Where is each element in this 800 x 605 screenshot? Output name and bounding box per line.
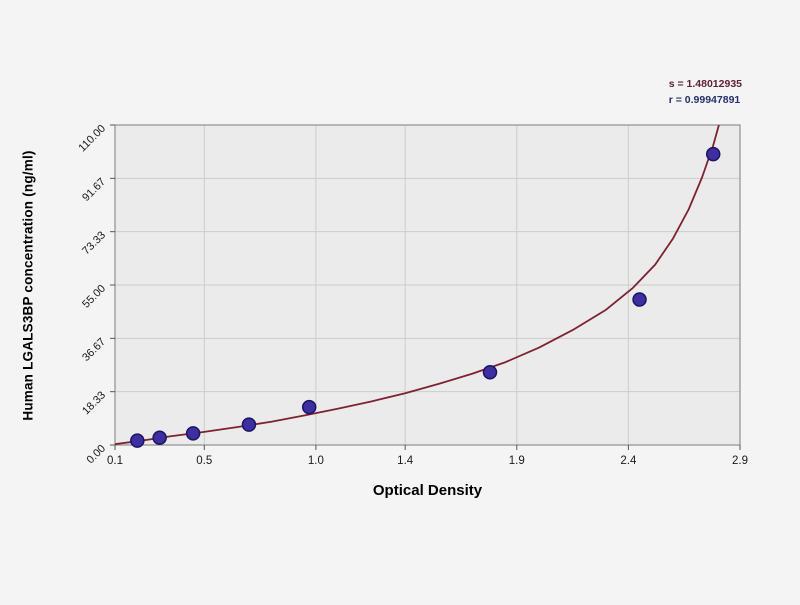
y-axis-ticks: 0.00 18.33 36.67 55.00 73.33 91.67 110.00 bbox=[76, 123, 115, 467]
x-tick-label: 0.1 bbox=[107, 455, 123, 467]
fit-r-value: r = 0.99947891 bbox=[668, 94, 741, 106]
standard-points bbox=[130, 146, 721, 448]
data-point bbox=[301, 399, 317, 415]
data-point bbox=[632, 292, 647, 307]
data-point bbox=[241, 417, 257, 432]
y-axis-label: Human LGALS3BP concentration (ng/ml) bbox=[20, 150, 36, 421]
y-tick-label: 110.00 bbox=[76, 123, 108, 155]
y-tick-label: 18.33 bbox=[80, 389, 108, 417]
x-tick-label: 0.5 bbox=[196, 455, 212, 467]
data-point bbox=[152, 430, 167, 445]
y-tick-label: 0.00 bbox=[84, 443, 108, 467]
data-point bbox=[130, 433, 145, 448]
x-axis-ticks: 0.1 0.5 1.0 1.4 1.9 2.4 2.9 bbox=[107, 445, 748, 467]
y-tick-label: 91.67 bbox=[80, 176, 108, 204]
x-tick-label: 2.9 bbox=[732, 455, 748, 467]
fit-s-value: s = 1.48012935 bbox=[668, 78, 742, 90]
y-tick-label: 55.00 bbox=[80, 283, 108, 311]
fitted-curve-line bbox=[115, 125, 720, 445]
x-axis-label: Optical Density bbox=[372, 482, 483, 499]
x-tick-label: 1.0 bbox=[308, 455, 324, 467]
data-point bbox=[705, 146, 721, 162]
x-tick-label: 1.4 bbox=[397, 455, 414, 467]
x-tick-label: 2.4 bbox=[620, 455, 637, 467]
y-tick-label: 36.67 bbox=[80, 336, 108, 364]
data-point bbox=[185, 426, 201, 441]
x-tick-label: 1.9 bbox=[509, 455, 525, 467]
y-tick-label: 73.33 bbox=[80, 229, 108, 257]
fit-annotations: s = 1.48012935 r = 0.99947891 bbox=[669, 76, 742, 108]
data-point bbox=[482, 365, 498, 380]
